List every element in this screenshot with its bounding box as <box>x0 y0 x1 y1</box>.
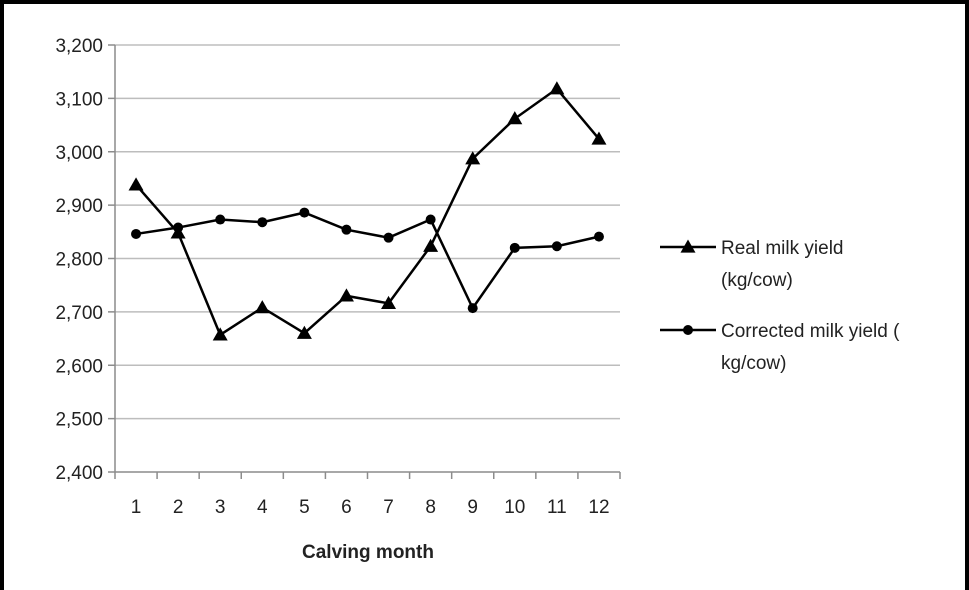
legend-label-1: Real milk yield <box>721 238 843 259</box>
legend-label-1: (kg/cow) <box>721 270 793 291</box>
data-point-2 <box>215 214 226 225</box>
data-point-2 <box>383 232 394 243</box>
data-point-2 <box>131 228 142 239</box>
data-point-2 <box>257 217 268 228</box>
data-point-2 <box>173 222 184 233</box>
data-point-2 <box>467 303 478 314</box>
y-tick-label: 2,800 <box>55 250 103 271</box>
data-point-1 <box>381 295 397 309</box>
x-tick-label: 1 <box>131 497 142 518</box>
legend-label-2: kg/cow) <box>721 353 786 374</box>
data-point-1 <box>507 111 523 125</box>
data-point-2 <box>425 214 436 225</box>
legend-marker-1 <box>680 239 696 253</box>
x-tick-label: 11 <box>547 497 567 518</box>
legend: Real milk yield (kg/cow) Corrected milk yi… <box>660 238 900 374</box>
y-tick-label: 2,900 <box>55 196 103 217</box>
data-point-1 <box>338 288 354 302</box>
series-line-2 <box>135 211 600 311</box>
data-point-2 <box>593 231 604 242</box>
data-point-2 <box>299 207 310 218</box>
data-point-2 <box>551 241 562 252</box>
x-tick-label: 5 <box>299 497 310 518</box>
x-axis-label: Calving month <box>302 542 434 563</box>
y-tick-label: 3,100 <box>55 89 103 110</box>
y-tick-label: 2,400 <box>55 463 103 484</box>
legend-label-2: Corrected milk yield ( <box>721 321 900 342</box>
x-tick-labels: 1 2 3 4 5 6 7 8 9 10 11 12 <box>131 497 610 518</box>
data-point-1 <box>465 151 481 165</box>
y-tick-label: 2,600 <box>55 356 103 377</box>
x-tick-label: 6 <box>341 497 352 518</box>
axes <box>108 44 621 479</box>
legend-marker-2 <box>683 325 693 335</box>
x-tick-label: 3 <box>215 497 226 518</box>
data-point-1 <box>254 300 270 314</box>
x-tick-label: 7 <box>383 497 394 518</box>
series-layer <box>128 81 607 341</box>
y-tick-label: 3,000 <box>55 143 103 164</box>
x-tick-label: 10 <box>504 497 525 518</box>
data-point-1 <box>128 177 144 191</box>
x-tick-label: 9 <box>467 497 478 518</box>
data-point-1 <box>549 81 565 95</box>
x-tick-label: 2 <box>173 497 184 518</box>
data-point-2 <box>341 224 352 235</box>
data-point-1 <box>296 325 312 339</box>
y-tick-labels: 2,400 2,500 2,600 2,700 2,800 2,900 3,000 3,100… <box>55 36 103 484</box>
x-tick-label: 8 <box>425 497 436 518</box>
x-tick-label: 4 <box>257 497 268 518</box>
x-tick-label: 12 <box>588 497 609 518</box>
data-point-1 <box>423 238 439 252</box>
data-point-2 <box>509 242 520 253</box>
gridlines <box>115 44 620 420</box>
data-point-1 <box>591 131 607 145</box>
series-line-1 <box>135 87 600 337</box>
y-tick-label: 3,200 <box>55 36 103 57</box>
y-tick-label: 2,700 <box>55 303 103 324</box>
data-point-1 <box>212 327 228 341</box>
y-tick-label: 2,500 <box>55 410 103 431</box>
